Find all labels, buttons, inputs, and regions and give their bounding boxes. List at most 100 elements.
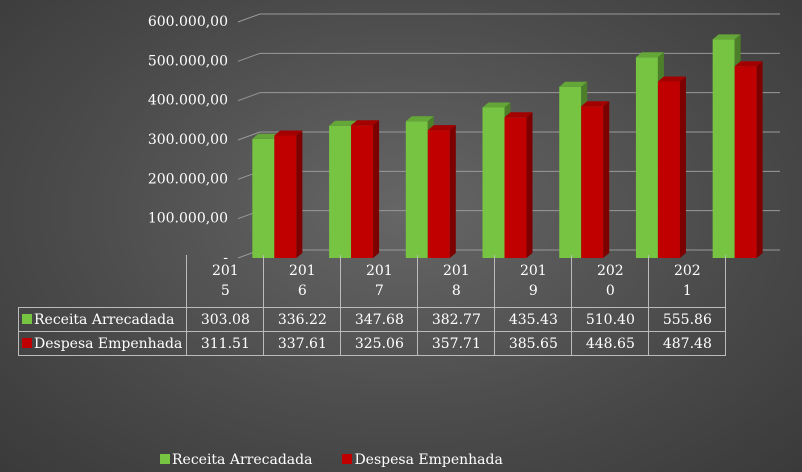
- y-tick-label: 200.000,00: [148, 171, 228, 187]
- grid-line: [237, 92, 261, 102]
- bar-top: [635, 52, 664, 58]
- bar-front: [351, 125, 374, 259]
- legend-swatch: [22, 313, 32, 324]
- table-header-row: 2015 2016 2017 2018 2019 2020 2021: [19, 255, 727, 308]
- year-cell: 2016: [263, 255, 342, 308]
- value-cell: 303.08: [186, 307, 265, 332]
- bar-side: [756, 61, 763, 258]
- bar-top: [274, 130, 303, 136]
- year-cell: 2015: [186, 255, 265, 308]
- bar-top: [405, 116, 434, 122]
- year-cell: 2017: [340, 255, 419, 308]
- bar-side: [296, 130, 303, 258]
- bar-front: [657, 81, 680, 258]
- bar-front: [581, 106, 604, 258]
- value-cell: 382.77: [417, 307, 496, 332]
- x-tick-label: 2017: [365, 263, 393, 299]
- x-tick-label: 2015: [211, 263, 239, 299]
- bar: [657, 76, 686, 258]
- legend-item: Despesa Empenhada: [342, 452, 503, 468]
- row-label: Receita Arrecadada: [17, 307, 188, 332]
- bar-top: [329, 120, 358, 126]
- series-name: Receita Arrecadada: [34, 311, 175, 328]
- bar-top: [734, 61, 763, 67]
- bar-front: [712, 39, 735, 259]
- empty-cell: [19, 255, 187, 308]
- grid-line: [237, 52, 261, 62]
- legend-swatch: [22, 337, 32, 348]
- legend: Receita Arrecadada Despesa Empenhada: [160, 452, 503, 468]
- grid-line: [237, 13, 261, 23]
- x-tick-label: 2019: [519, 263, 547, 299]
- value-cell: 435.43: [494, 307, 573, 332]
- bar-top: [559, 81, 588, 87]
- bar-front: [482, 107, 505, 258]
- value-cell: 385.65: [494, 331, 573, 356]
- legend-label: Despesa Empenhada: [354, 452, 503, 468]
- bar-side: [603, 101, 610, 258]
- value-cell: 325.06: [340, 331, 419, 356]
- value-cell: 555.86: [648, 307, 727, 332]
- bar-top: [252, 133, 281, 139]
- bar-front: [329, 125, 352, 258]
- y-tick-label: 100.000,00: [148, 211, 228, 227]
- bar-front: [274, 135, 297, 258]
- bar-side: [373, 120, 380, 259]
- bar-top: [482, 102, 511, 108]
- legend-label: Receita Arrecadada: [172, 452, 313, 468]
- bar: [274, 130, 303, 258]
- legend-swatch: [160, 454, 170, 464]
- bar-top: [504, 112, 533, 118]
- x-tick-label: 2018: [442, 263, 470, 299]
- value-cell: 448.65: [571, 331, 650, 356]
- x-tick-label: 2021: [673, 263, 701, 299]
- bar-top: [351, 120, 380, 126]
- x-tick-label: 2016: [288, 263, 316, 299]
- data-table: 2015 2016 2017 2018 2019 2020 2021 Receita Arre…: [17, 255, 727, 356]
- year-cell: 2020: [571, 255, 650, 308]
- bar-top: [581, 101, 610, 107]
- bar-front: [405, 121, 428, 258]
- legend-item: Receita Arrecadada: [160, 452, 312, 468]
- bar-front: [504, 117, 527, 258]
- x-tick-label: 2020: [596, 263, 624, 299]
- bar-front: [252, 138, 275, 258]
- bar: [581, 101, 610, 258]
- grid-line: [237, 131, 261, 141]
- y-tick-label: 500.000,00: [148, 53, 228, 69]
- year-cell: 2018: [417, 255, 496, 308]
- bar-front: [559, 86, 582, 258]
- bar-top: [427, 125, 456, 131]
- value-cell: 347.68: [340, 307, 419, 332]
- table-row: Despesa Empenhada 311.51 337.61 325.06 357.7…: [17, 331, 727, 356]
- bar-front: [734, 66, 757, 258]
- bar-top: [712, 34, 741, 40]
- bar: [734, 61, 763, 258]
- bar-front: [635, 57, 658, 258]
- bar-side: [679, 76, 686, 258]
- series-name: Despesa Empenhada: [34, 335, 183, 352]
- value-cell: 487.48: [648, 331, 727, 356]
- bar-front: [427, 130, 450, 258]
- bar: [504, 112, 533, 258]
- bar: [427, 125, 456, 258]
- row-label: Despesa Empenhada: [17, 331, 188, 356]
- legend-swatch: [342, 454, 353, 464]
- value-cell: 311.51: [186, 331, 265, 356]
- bar: [351, 120, 380, 259]
- table-row: Receita Arrecadada 303.08 336.22 347.68 382.…: [17, 307, 727, 332]
- bar-top: [657, 76, 686, 82]
- value-cell: 337.61: [263, 331, 342, 356]
- year-cell: 2021: [648, 255, 727, 308]
- year-cell: 2019: [494, 255, 573, 308]
- y-tick-label: 300.000,00: [148, 132, 228, 148]
- value-cell: 336.22: [263, 307, 342, 332]
- bar-side: [526, 112, 533, 258]
- y-tick-label: 600.000,00: [148, 14, 228, 30]
- value-cell: 357.71: [417, 331, 496, 356]
- bar-side: [449, 125, 456, 258]
- value-cell: 510.40: [571, 307, 650, 332]
- y-tick-label: 400.000,00: [148, 93, 228, 109]
